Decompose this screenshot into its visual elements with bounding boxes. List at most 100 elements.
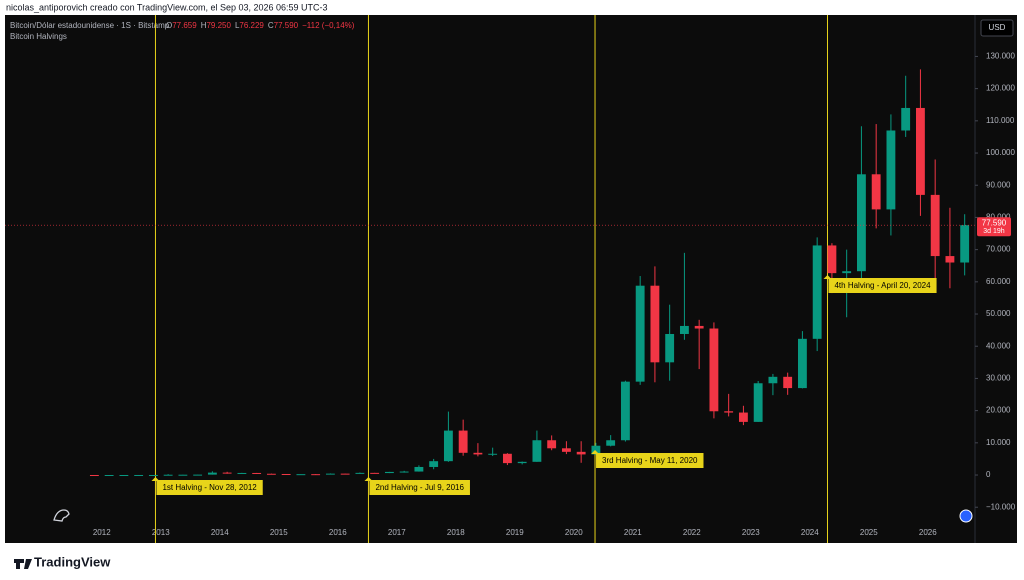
ohlc-key: C <box>268 21 274 30</box>
halving-label: 4th Halving - April 20, 2024 <box>834 281 931 290</box>
y-tick-label: 50.000 <box>986 309 1011 318</box>
candle-body <box>783 376 793 389</box>
candle-body <box>606 440 616 446</box>
candle-body <box>443 430 453 462</box>
candle-body <box>134 474 144 476</box>
candle-body <box>724 411 734 413</box>
candle-body <box>960 225 970 263</box>
logo-icon <box>14 559 32 569</box>
candle-body <box>89 475 99 477</box>
x-tick-label: 2016 <box>329 528 347 537</box>
symbol: Bitcoin/Dólar estadounidense · 1S · Bits… <box>10 21 170 30</box>
y-tick-label: 80.000 <box>986 213 1011 222</box>
candle-body <box>163 474 173 476</box>
candle-body <box>148 474 158 476</box>
x-tick-label: 2025 <box>860 528 878 537</box>
candle-body <box>547 440 557 449</box>
x-tick-label: 2026 <box>919 528 937 537</box>
candle-body <box>340 473 350 475</box>
candle-body <box>458 430 468 453</box>
candle-body <box>591 445 601 455</box>
candle-body <box>797 338 807 389</box>
halving-label: 1st Halving - Nov 28, 2012 <box>162 483 257 492</box>
candle-body <box>488 453 498 455</box>
x-tick-label: 2022 <box>683 528 701 537</box>
candle-body <box>694 325 704 329</box>
candle-body <box>842 271 852 274</box>
candle-body <box>709 328 719 412</box>
x-tick-label: 2019 <box>506 528 524 537</box>
ohlc-value: 79.250 <box>206 21 231 30</box>
ohlc-legend: O77.659 H79.250 L76.229 C77.590 −112 (−0,14%… <box>166 21 355 30</box>
candle-body <box>576 451 586 455</box>
ohlc-values: O77.659 H79.250 L76.229 C77.590 −112 (−0,14%… <box>166 21 355 30</box>
candle-body <box>473 452 483 455</box>
candle-body <box>915 107 925 195</box>
candle-body <box>620 381 630 441</box>
candle-body <box>414 466 424 472</box>
candle-body <box>207 472 217 475</box>
ohlc-key: L <box>235 21 240 30</box>
candle-body <box>193 474 203 476</box>
currency[interactable]: USD <box>989 23 1006 32</box>
candle-body <box>827 245 837 274</box>
x-tick-label: 2013 <box>152 528 170 537</box>
ohlc-key: H <box>201 21 207 30</box>
candle-body <box>266 473 276 475</box>
candle-body <box>355 472 365 474</box>
caption: nicolas_antiporovich creado con TradingV… <box>6 2 328 12</box>
candle-body <box>753 383 763 422</box>
y-tick-label: 0 <box>986 470 991 479</box>
halving-label-box <box>828 278 937 293</box>
candle-body <box>650 285 660 363</box>
last-price-box <box>977 217 1011 237</box>
candle-body <box>370 472 380 474</box>
y-tick-label: 60.000 <box>986 277 1011 286</box>
mascot <box>53 509 70 522</box>
x-tick-label: 2018 <box>447 528 465 537</box>
x-tick-label: 2023 <box>742 528 760 537</box>
y-tick-label: 40.000 <box>986 341 1011 350</box>
halving-label-box <box>369 480 470 495</box>
candle-body <box>856 174 866 272</box>
halving-label: 2nd Halving - Jul 9, 2016 <box>375 483 464 492</box>
x-tick-label: 2021 <box>624 528 642 537</box>
halving-label: 3rd Halving - May 11, 2020 <box>602 456 698 465</box>
candle-body <box>104 475 114 477</box>
countdown: 3d 19h <box>983 228 1005 235</box>
x-tick-label: 2015 <box>270 528 288 537</box>
ohlc-key: O <box>166 21 172 30</box>
candle-body <box>178 474 188 476</box>
halving-label-box <box>156 480 263 495</box>
candle-body <box>517 461 527 464</box>
x-tick-label: 2020 <box>565 528 583 537</box>
candle-body <box>768 376 778 384</box>
candle-body <box>901 107 911 131</box>
candle-body <box>679 325 689 334</box>
candle-body <box>502 453 512 464</box>
candle-body <box>237 472 247 474</box>
candle-body <box>871 174 881 210</box>
candle-body <box>945 256 955 263</box>
ohlc-change: −112 (−0,14%) <box>302 21 355 30</box>
candle-body <box>296 474 306 476</box>
candle-body <box>325 473 335 475</box>
last-price-label: 77.590 <box>982 218 1007 227</box>
ohlc-value: 76.229 <box>239 21 264 30</box>
x-tick-label: 2012 <box>93 528 111 537</box>
halving-label-box <box>596 453 704 468</box>
y-tick-label: 110.000 <box>986 116 1015 125</box>
candle-body <box>281 473 291 475</box>
candle-body <box>561 448 571 452</box>
indicator-name: Bitcoin Halvings <box>10 32 67 41</box>
y-tick-label: 30.000 <box>986 374 1011 383</box>
candle-body <box>222 472 232 474</box>
flag-icon[interactable] <box>959 509 973 523</box>
y-tick-label: 120.000 <box>986 84 1015 93</box>
candle-body <box>812 245 822 339</box>
ohlc-value: 77.659 <box>172 21 197 30</box>
currency-button[interactable] <box>980 19 1014 37</box>
candle-body <box>635 285 645 382</box>
candle-body <box>311 474 321 476</box>
